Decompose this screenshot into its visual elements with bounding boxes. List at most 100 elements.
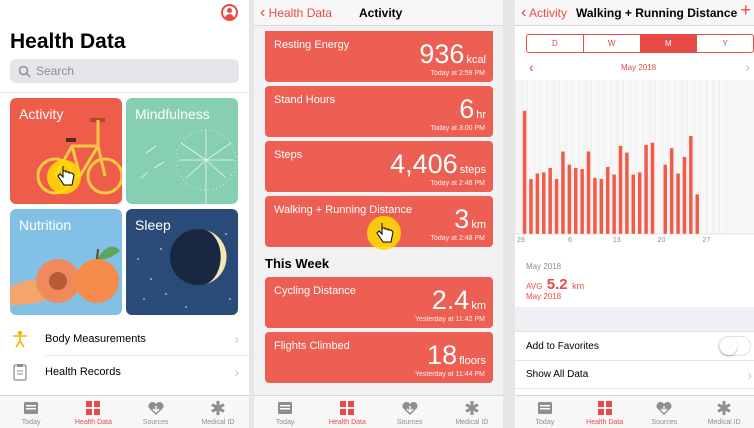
tab-sources[interactable]: Sources (125, 396, 187, 428)
medical-id-icon (464, 400, 480, 416)
chart-bar (535, 173, 540, 234)
category-label: Sleep (135, 217, 171, 233)
today-icon (23, 400, 39, 416)
chevron-right-icon[interactable]: › (745, 59, 750, 75)
back-label: Activity (529, 6, 568, 20)
category-mindfulness[interactable]: Mindfulness (126, 98, 238, 204)
tab-today[interactable]: Today (515, 396, 575, 428)
chart-bar (554, 179, 559, 234)
segment-day[interactable]: D (527, 35, 584, 52)
show-all-data-row[interactable]: Show All Data › (515, 360, 754, 389)
tab-medical-id[interactable]: Medical ID (187, 396, 249, 428)
chart-bar (522, 110, 527, 234)
sources-icon (656, 400, 672, 416)
tab-health-data[interactable]: Health Data (62, 396, 124, 428)
card-steps[interactable]: Steps 4,406 steps Today at 2:48 PM (265, 141, 493, 192)
row-body-measurements[interactable]: Body Measurements › (0, 323, 249, 355)
card-value: 6 hr (459, 94, 486, 125)
tab-health-data[interactable]: Health Data (575, 396, 635, 428)
tab-label: Health Data (74, 419, 112, 426)
moon-icon (137, 229, 231, 308)
chart-bar (689, 136, 693, 234)
activity-screen: ‹ Health Data Activity Resting Energy 93… (254, 0, 503, 428)
card-timestamp: Yesterday at 11:44 PM (414, 371, 485, 378)
chart-bar (676, 173, 680, 234)
chart-bar (580, 169, 584, 234)
nav-bar: ‹ Activity Walking + Running Distance + (515, 0, 754, 26)
chevron-left-icon: ‹ (260, 4, 266, 21)
row-label: Body Measurements (45, 333, 146, 345)
card-value: 4,406 steps (390, 149, 486, 180)
chart-bar (682, 157, 687, 234)
card-value: 18 floors (427, 340, 486, 371)
option-label: Show All Data (526, 369, 589, 380)
chevron-right-icon: › (747, 366, 752, 383)
segment-year[interactable]: Y (722, 39, 728, 48)
medical-id-icon (716, 400, 732, 416)
value-unit: km (471, 219, 486, 231)
month-label: May 2018 (621, 63, 657, 72)
segment-week[interactable]: W (584, 35, 641, 52)
chevron-left-icon[interactable]: ‹ (529, 59, 534, 75)
category-nutrition[interactable]: Nutrition (10, 209, 122, 315)
card-value: 936 kcal (419, 39, 486, 70)
tab-sources[interactable]: Sources (635, 396, 695, 428)
category-label: Nutrition (19, 217, 72, 233)
card-timestamp: Today at 2:59 PM (430, 70, 485, 77)
card-flights-climbed[interactable]: Flights Climbed 18 floors Yesterday at 11… (265, 332, 493, 383)
row-health-records[interactable]: Health Records › (0, 356, 249, 388)
hand-cursor-icon (57, 166, 75, 186)
category-label: Mindfulness (135, 106, 210, 122)
segment-month[interactable]: M (640, 35, 698, 52)
chart-bar (631, 174, 636, 234)
avg-value: 5.2 (546, 276, 568, 293)
card-timestamp: Today at 3:00 PM (430, 125, 485, 132)
chart-bar (605, 166, 610, 234)
sources-icon (402, 400, 418, 416)
search-field[interactable]: Search (10, 59, 239, 83)
value-unit: steps (459, 164, 486, 176)
card-walking-running-distance[interactable]: Walking + Running Distance 3 km Today at … (265, 196, 493, 250)
tab-label: Sources (396, 419, 423, 426)
card-cycling-distance[interactable]: Cycling Distance 2.4 km Yesterday at 11:4… (265, 277, 493, 328)
x-tick-label: 27 (702, 237, 710, 244)
back-button[interactable]: ‹ Health Data (260, 4, 333, 21)
card-name: Walking + Running Distance (274, 204, 413, 216)
x-tick-label: 6 (568, 237, 572, 244)
screen-divider (503, 0, 515, 428)
category-activity[interactable]: Activity (10, 98, 122, 204)
back-button[interactable]: ‹ Activity (521, 5, 568, 21)
tab-medical-id[interactable]: Medical ID (441, 396, 503, 428)
chart-bar (542, 172, 546, 234)
value-unit: floors (459, 355, 486, 367)
chart-bar (586, 151, 591, 234)
favorites-toggle[interactable] (718, 336, 751, 356)
tab-today[interactable]: Today (0, 396, 62, 428)
card-resting-energy[interactable]: Resting Energy 936 kcal Today at 2:59 PM (265, 31, 493, 82)
chart-bar (599, 179, 604, 234)
profile-icon[interactable] (221, 4, 238, 21)
health-data-screen: Health Data Search Activity Mindfulness (0, 0, 249, 428)
chart-bar (567, 164, 572, 234)
category-sleep[interactable]: Sleep (126, 209, 238, 315)
tab-health-data[interactable]: Health Data (316, 396, 378, 428)
category-label: Activity (19, 106, 64, 122)
tab-medical-id[interactable]: Medical ID (694, 396, 754, 428)
card-timestamp: Today at 2:48 PM (430, 235, 485, 242)
divider (45, 355, 249, 356)
row-label: Health Records (45, 366, 121, 378)
card-stand-hours[interactable]: Stand Hours 6 hr Today at 3:00 PM (265, 86, 493, 137)
avg-unit: km (572, 281, 585, 291)
tab-label: Today (275, 419, 295, 426)
tab-sources[interactable]: Sources (379, 396, 441, 428)
back-label: Health Data (268, 6, 333, 20)
average-summary: AVG 5.2 km (526, 276, 584, 294)
card-value: 3 km (454, 204, 486, 235)
chart-bar (561, 151, 565, 234)
tab-today[interactable]: Today (254, 396, 316, 428)
add-to-favorites-row[interactable]: Add to Favorites (515, 331, 754, 360)
x-tick-label: 13 (613, 237, 621, 244)
section-header: This Week (265, 256, 330, 271)
chart-bar (529, 179, 533, 234)
plus-icon[interactable]: + (740, 0, 751, 20)
